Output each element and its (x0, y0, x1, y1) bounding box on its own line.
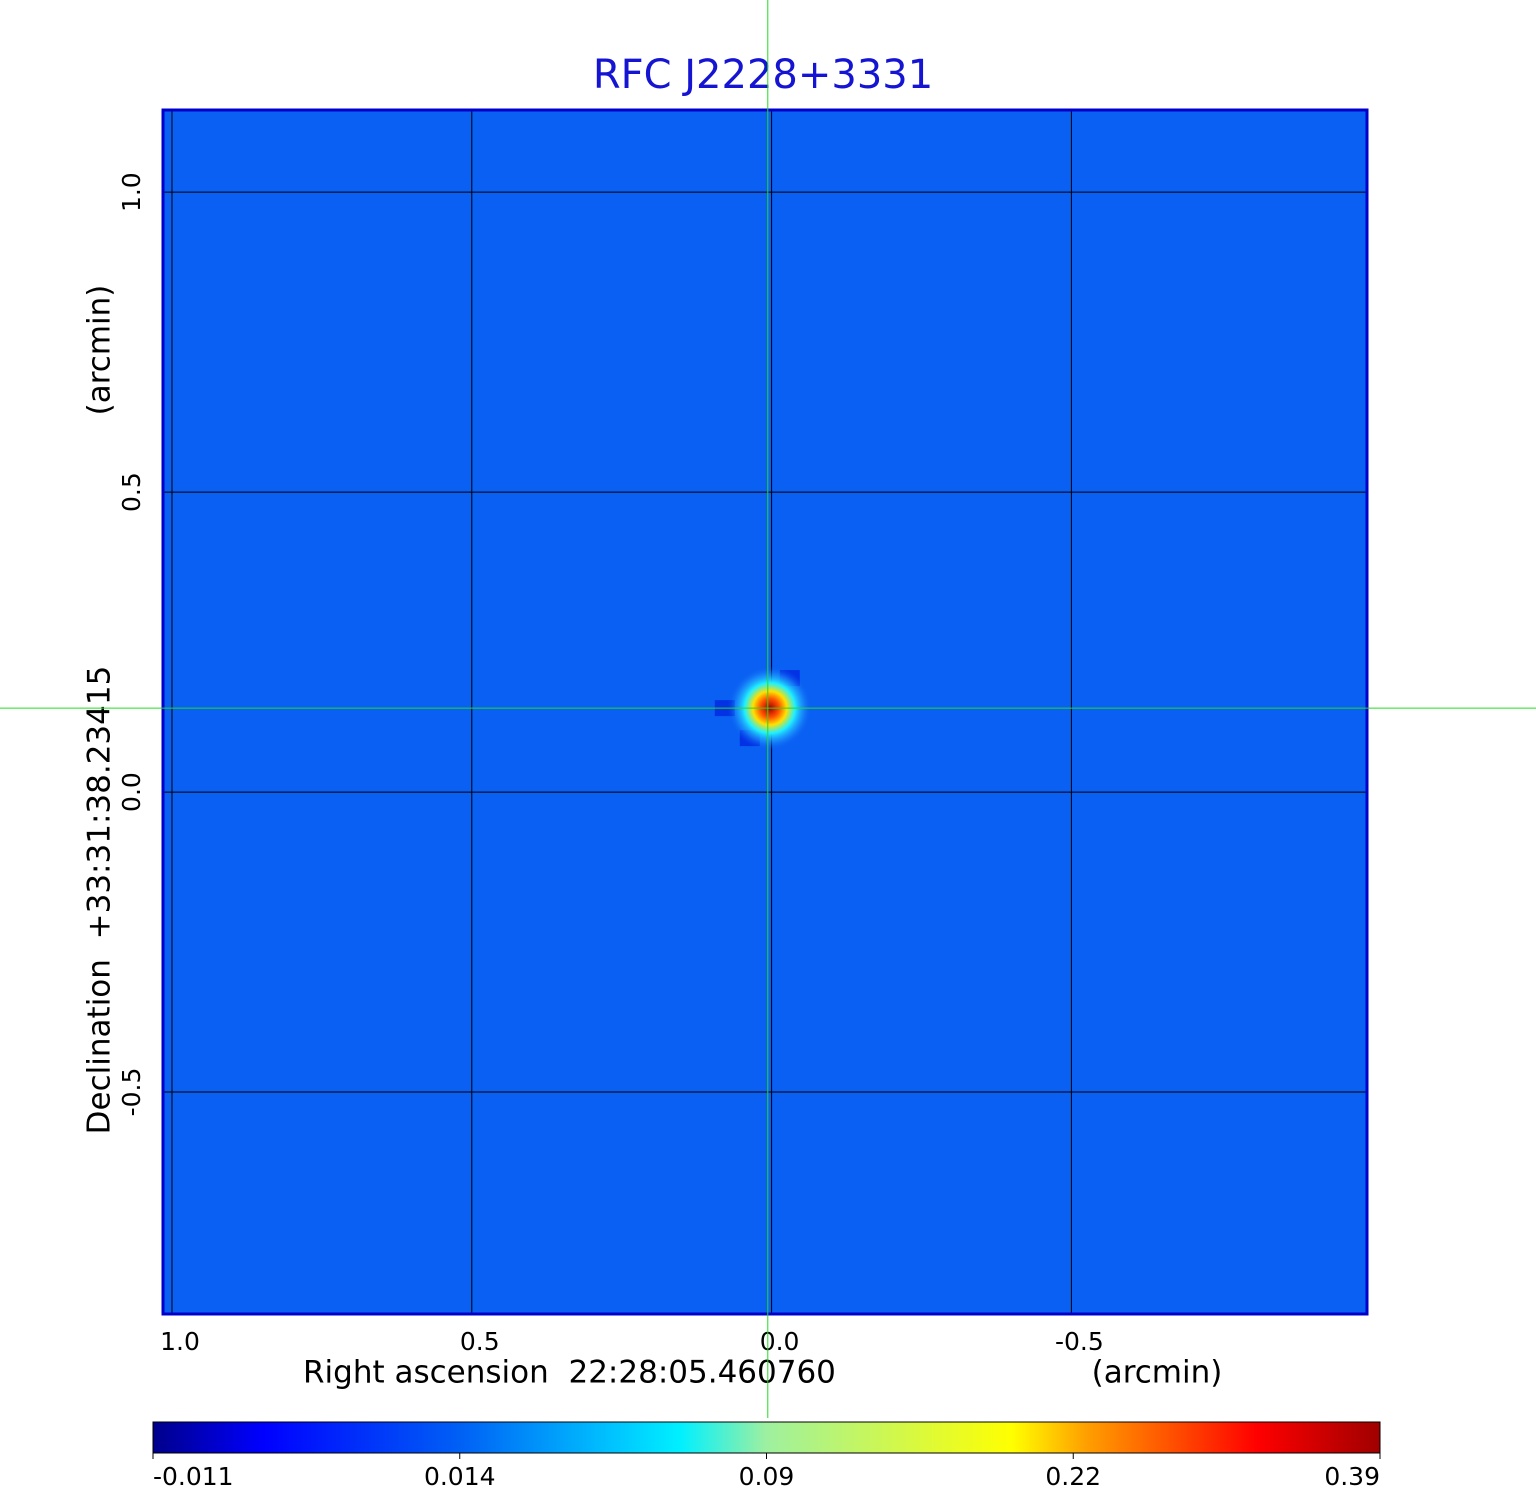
colorbar (152, 1421, 1381, 1454)
colorbar-tick-label: 0.39 (1324, 1462, 1380, 1491)
chart-title: RFC J2228+3331 (593, 52, 933, 98)
map-frame (161, 108, 1369, 1316)
colorbar-tick-label: 0.22 (1045, 1462, 1101, 1491)
colorbar-tick-label: 0.09 (739, 1462, 795, 1491)
y-tick-label: -0.5 (117, 1068, 146, 1117)
y-tick-label: 0.0 (117, 772, 146, 812)
x-axis-unit: (arcmin) (1092, 1355, 1223, 1391)
x-axis-label: Right ascension 22:28:05.460760 (303, 1355, 836, 1391)
x-tick-label: 0.0 (760, 1327, 800, 1356)
y-tick-label: 1.0 (117, 172, 146, 212)
y-axis-unit: (arcmin) (82, 285, 118, 416)
x-tick-label: -0.5 (1055, 1327, 1104, 1356)
x-tick-label: 0.5 (460, 1327, 500, 1356)
colorbar-tick-label: 0.014 (424, 1462, 496, 1491)
x-tick-label: 1.0 (160, 1327, 200, 1356)
y-axis-label: Declination +33:31:38.23415 (82, 666, 118, 1135)
colorbar-tick-label: -0.011 (153, 1462, 234, 1491)
y-tick-label: 0.5 (117, 472, 146, 512)
